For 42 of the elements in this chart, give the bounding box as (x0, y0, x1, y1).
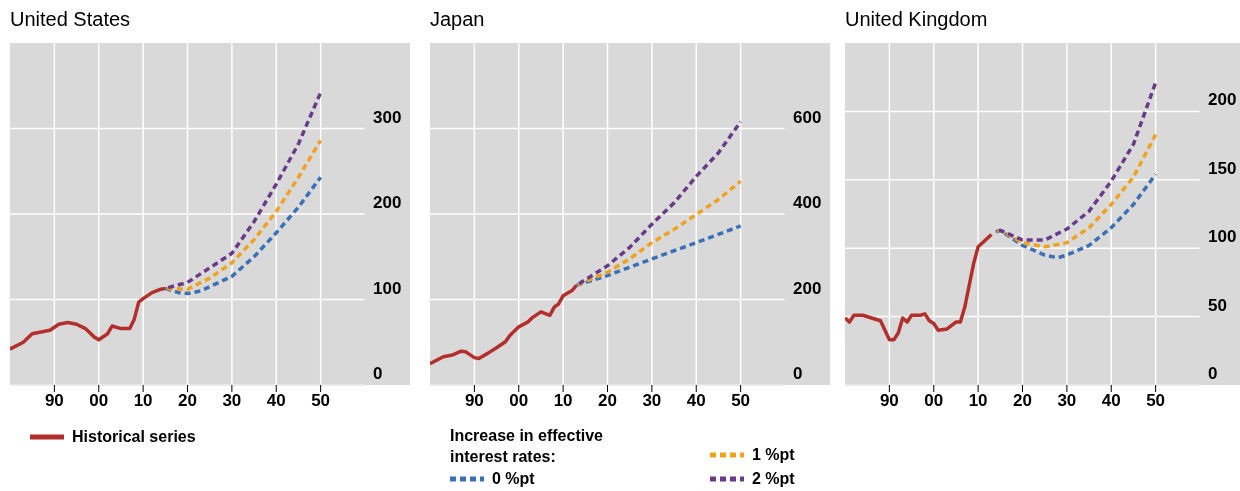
x-tick-label: 90 (464, 391, 484, 411)
y-tick-label: 0 (373, 364, 383, 384)
y-tick-label: 50 (1208, 295, 1227, 315)
x-tick-label: 90 (879, 391, 899, 411)
x-tick-label: 10 (553, 391, 573, 411)
chart-title: United States (10, 8, 131, 31)
x-tick-label: 20 (598, 391, 617, 411)
legend-label: 0 %pt (492, 470, 535, 488)
y-tick-label: 600 (793, 107, 822, 127)
y-tick-label: 300 (373, 107, 402, 127)
y-tick-label: 400 (793, 193, 822, 213)
x-tick-label: 30 (222, 391, 242, 411)
x-tick-label: 20 (1013, 391, 1032, 411)
x-tick-label: 40 (266, 391, 286, 411)
y-tick-label: 150 (1208, 158, 1237, 178)
chart-title: Japan (430, 8, 485, 31)
x-tick-label: 90 (44, 391, 64, 411)
y-tick-label: 200 (1208, 90, 1237, 110)
x-tick-label: 40 (1101, 391, 1121, 411)
x-tick-label: 30 (642, 391, 662, 411)
legend-label: 1 %pt (752, 446, 795, 464)
x-tick-label: 50 (1146, 391, 1166, 411)
y-tick-label: 200 (793, 278, 822, 298)
legend-label: 2 %pt (752, 470, 795, 488)
y-tick-label: 0 (793, 364, 803, 384)
x-tick-label: 00 (509, 391, 529, 411)
y-tick-label: 200 (373, 193, 402, 213)
x-tick-label: 10 (133, 391, 153, 411)
x-tick-label: 50 (311, 391, 331, 411)
y-tick-label: 100 (1208, 227, 1237, 247)
chart-title: United Kingdom (845, 8, 988, 31)
x-tick-label: 50 (731, 391, 751, 411)
y-tick-label: 100 (373, 278, 402, 298)
legend-title: Increase in effective interest rates: (450, 426, 604, 467)
x-tick-label: 10 (968, 391, 988, 411)
x-tick-label: 30 (1057, 391, 1077, 411)
y-tick-label: 0 (1208, 364, 1218, 384)
x-tick-label: 00 (924, 391, 944, 411)
legend-label: Historical series (72, 428, 196, 446)
x-tick-label: 20 (178, 391, 197, 411)
x-tick-label: 40 (686, 391, 706, 411)
x-tick-label: 00 (89, 391, 109, 411)
